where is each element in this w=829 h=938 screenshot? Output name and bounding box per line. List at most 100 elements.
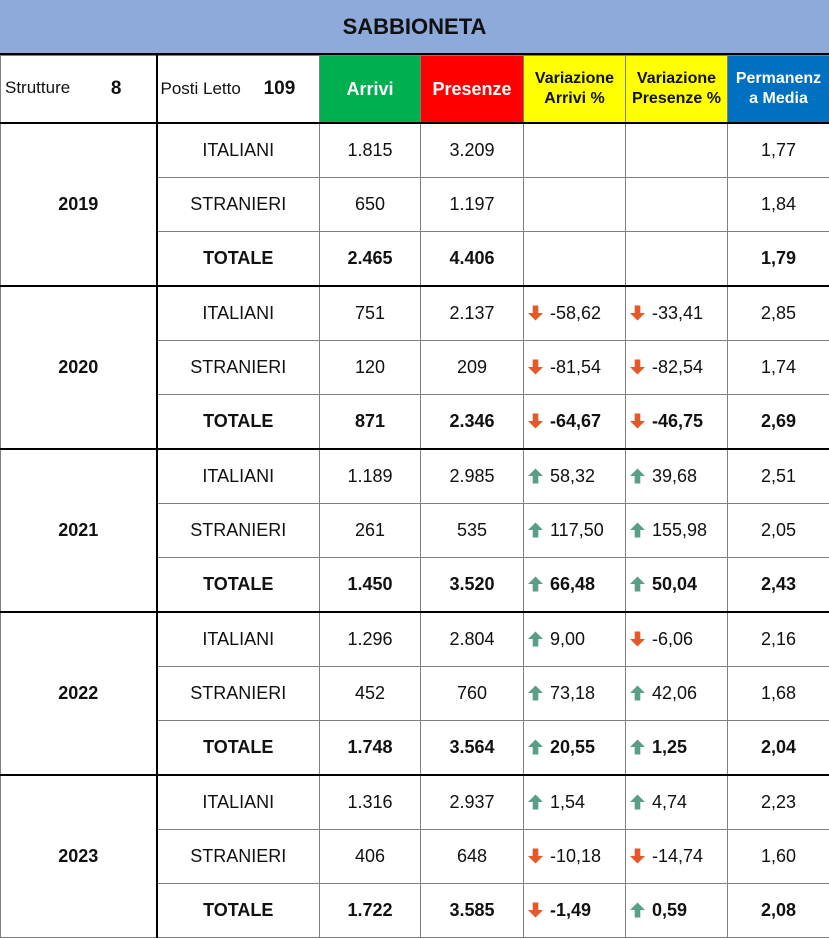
- variazione-arrivi-cell: [524, 123, 626, 178]
- arrivi-value: 751: [320, 286, 421, 341]
- year-label: 2023: [1, 775, 157, 938]
- variazione-arrivi-cell: 117,50: [524, 504, 626, 558]
- arrow-up-icon: [630, 794, 645, 810]
- permanenza-media-value: 1,79: [728, 232, 829, 287]
- header-arrivi: Arrivi: [320, 56, 421, 124]
- row-label: STRANIERI: [157, 178, 320, 232]
- year-label: 2020: [1, 286, 157, 449]
- arrivi-value: 1.296: [320, 612, 421, 667]
- permanenza-media-value: 2,51: [728, 449, 829, 504]
- presenze-value: 209: [421, 341, 524, 395]
- header-variazione-arrivi-line2: Arrivi %: [544, 90, 604, 107]
- variazione-arrivi-cell: -81,54: [524, 341, 626, 395]
- permanenza-media-value: 2,69: [728, 395, 829, 450]
- posti-letto-cell: Posti Letto 109: [157, 56, 320, 124]
- header-row: Strutture 8 Posti Letto 109 Arrivi Prese…: [1, 56, 829, 124]
- presenze-value: 4.406: [421, 232, 524, 287]
- row-label: STRANIERI: [157, 504, 320, 558]
- permanenza-media-value: 2,43: [728, 558, 829, 613]
- arrivi-value: 120: [320, 341, 421, 395]
- arrivi-value: 1.815: [320, 123, 421, 178]
- variazione-presenze-value: 39,68: [652, 466, 697, 487]
- header-permanenza-line2: a Media: [749, 90, 808, 107]
- permanenza-media-value: 2,08: [728, 884, 829, 938]
- presenze-value: 2.346: [421, 395, 524, 450]
- strutture-cell: Strutture 8: [1, 56, 157, 124]
- year-label: 2022: [1, 612, 157, 775]
- variazione-arrivi-cell: [524, 232, 626, 287]
- variazione-arrivi-value: -81,54: [550, 357, 601, 378]
- presenze-value: 760: [421, 667, 524, 721]
- arrivi-value: 871: [320, 395, 421, 450]
- variazione-presenze-value: 155,98: [652, 520, 707, 541]
- arrow-up-icon: [528, 685, 543, 701]
- strutture-label: Strutture: [1, 78, 70, 98]
- arrow-down-icon: [630, 848, 645, 864]
- variazione-presenze-value: 50,04: [652, 574, 697, 595]
- row-label: TOTALE: [157, 232, 320, 287]
- variazione-arrivi-value: -64,67: [550, 411, 601, 432]
- arrivi-value: 1.748: [320, 721, 421, 776]
- row-label: STRANIERI: [157, 341, 320, 395]
- arrow-down-icon: [528, 359, 543, 375]
- variazione-arrivi-value: 9,00: [550, 629, 585, 650]
- permanenza-media-value: 1,77: [728, 123, 829, 178]
- variazione-arrivi-value: -10,18: [550, 846, 601, 867]
- variazione-presenze-value: -82,54: [652, 357, 703, 378]
- variazione-presenze-value: 1,25: [652, 737, 687, 758]
- variazione-presenze-cell: 155,98: [626, 504, 728, 558]
- posti-letto-label: Posti Letto: [158, 79, 241, 99]
- variazione-presenze-cell: -14,74: [626, 830, 728, 884]
- presenze-value: 2.985: [421, 449, 524, 504]
- variazione-presenze-cell: -6,06: [626, 612, 728, 667]
- arrow-down-icon: [528, 305, 543, 321]
- permanenza-media-value: 2,16: [728, 612, 829, 667]
- variazione-arrivi-cell: 20,55: [524, 721, 626, 776]
- variazione-arrivi-cell: -1,49: [524, 884, 626, 938]
- arrivi-value: 1.189: [320, 449, 421, 504]
- variazione-arrivi-value: 1,54: [550, 792, 585, 813]
- year-label: 2021: [1, 449, 157, 612]
- permanenza-media-value: 1,84: [728, 178, 829, 232]
- variazione-arrivi-cell: 9,00: [524, 612, 626, 667]
- arrivi-value: 406: [320, 830, 421, 884]
- variazione-presenze-cell: -82,54: [626, 341, 728, 395]
- arrow-up-icon: [528, 631, 543, 647]
- presenze-value: 3.564: [421, 721, 524, 776]
- variazione-arrivi-value: -58,62: [550, 303, 601, 324]
- header-variazione-presenze-line1: Variazione: [637, 70, 716, 87]
- sheet-title: SABBIONETA: [0, 0, 829, 55]
- arrow-up-icon: [528, 576, 543, 592]
- variazione-presenze-cell: [626, 178, 728, 232]
- arrow-up-icon: [630, 576, 645, 592]
- presenze-value: 648: [421, 830, 524, 884]
- variazione-presenze-value: -6,06: [652, 629, 693, 650]
- variazione-arrivi-value: 58,32: [550, 466, 595, 487]
- stats-table: Strutture 8 Posti Letto 109 Arrivi Prese…: [0, 55, 829, 938]
- variazione-arrivi-cell: 66,48: [524, 558, 626, 613]
- variazione-presenze-cell: 0,59: [626, 884, 728, 938]
- variazione-arrivi-cell: -64,67: [524, 395, 626, 450]
- arrivi-value: 650: [320, 178, 421, 232]
- row-label: ITALIANI: [157, 286, 320, 341]
- variazione-arrivi-cell: 58,32: [524, 449, 626, 504]
- strutture-value: 8: [111, 78, 122, 100]
- permanenza-media-value: 2,04: [728, 721, 829, 776]
- presenze-value: 3.209: [421, 123, 524, 178]
- header-variazione-presenze: Variazione Presenze %: [626, 56, 728, 124]
- variazione-arrivi-value: 66,48: [550, 574, 595, 595]
- variazione-arrivi-value: 117,50: [550, 520, 604, 541]
- arrow-up-icon: [630, 468, 645, 484]
- row-label: TOTALE: [157, 884, 320, 938]
- permanenza-media-value: 1,68: [728, 667, 829, 721]
- presenze-value: 535: [421, 504, 524, 558]
- arrow-down-icon: [630, 305, 645, 321]
- variazione-presenze-cell: [626, 232, 728, 287]
- row-label: TOTALE: [157, 395, 320, 450]
- variazione-arrivi-cell: [524, 178, 626, 232]
- variazione-arrivi-value: -1,49: [550, 900, 591, 921]
- row-label: ITALIANI: [157, 123, 320, 178]
- variazione-presenze-cell: -46,75: [626, 395, 728, 450]
